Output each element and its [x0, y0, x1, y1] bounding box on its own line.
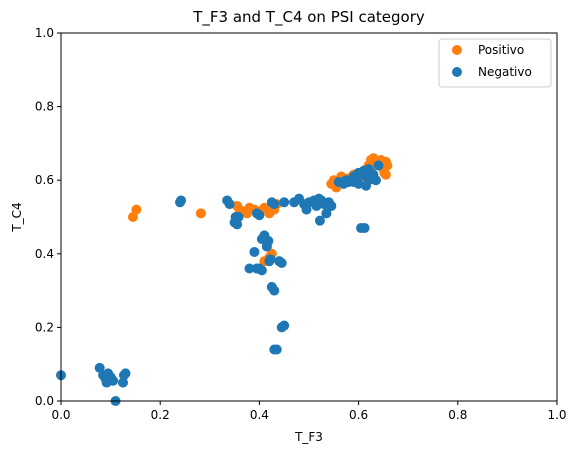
x-axis-label: T_F3 [294, 430, 323, 444]
point-negativo [370, 175, 381, 186]
point-negativo [118, 377, 128, 388]
point-negativo [224, 199, 235, 210]
point-negativo [314, 215, 325, 226]
x-axis-ticks: 0.0 0.2 0.4 0.6 0.8 1.0 [51, 401, 567, 422]
x-tick-label: 0.8 [448, 408, 467, 422]
point-positivo [131, 204, 142, 215]
point-positivo [368, 153, 379, 164]
x-tick-label: 0.2 [151, 408, 170, 422]
point-negativo [326, 200, 337, 211]
legend-marker-positivo [452, 45, 462, 55]
point-negativo [108, 375, 119, 386]
y-tick-label: 0.2 [35, 320, 54, 334]
point-positivo [195, 208, 206, 219]
point-negativo [361, 180, 372, 191]
y-axis-ticks: 0.0 0.2 0.4 0.6 0.8 1.0 [35, 26, 61, 408]
chart-title: T_F3 and T_C4 on PSI category [192, 8, 425, 27]
y-tick-label: 0.4 [35, 247, 54, 261]
legend: Positivo Negativo [438, 38, 552, 88]
x-tick-label: 0.6 [349, 408, 368, 422]
point-negativo [363, 164, 374, 175]
point-negativo [373, 160, 384, 171]
point-negativo [249, 246, 260, 257]
x-tick-label: 0.4 [250, 408, 269, 422]
point-negativo [279, 320, 290, 331]
legend-label-negativo: Negativo [478, 65, 532, 79]
point-negativo [254, 210, 265, 221]
point-negativo [256, 265, 267, 276]
point-positivo [244, 202, 255, 213]
point-negativo [321, 208, 332, 219]
x-tick-label: 0.0 [51, 408, 70, 422]
point-negativo [120, 368, 131, 379]
y-tick-label: 0.8 [35, 100, 54, 114]
y-tick-label: 0.6 [35, 173, 54, 187]
legend-box [438, 38, 552, 88]
point-negativo [233, 212, 244, 222]
point-negativo [244, 263, 255, 274]
point-negativo [265, 254, 276, 265]
point-negativo [269, 285, 280, 296]
point-negativo [271, 344, 282, 355]
legend-label-positivo: Positivo [478, 43, 524, 57]
y-tick-label: 1.0 [35, 26, 54, 40]
point-negativo [176, 195, 187, 206]
plot-area-frame [60, 32, 558, 402]
y-tick-label: 0.0 [35, 394, 54, 408]
point-positivo [382, 160, 393, 171]
point-positivo [380, 169, 391, 180]
point-negativo [276, 258, 287, 268]
legend-marker-negativo [452, 67, 462, 77]
y-axis-label: T_C4 [10, 202, 24, 232]
point-negativo [359, 223, 370, 234]
point-negativo [269, 199, 280, 210]
x-tick-label: 1.0 [547, 408, 566, 422]
point-negativo [279, 197, 290, 208]
point-negativo [263, 235, 274, 246]
data-points [56, 153, 393, 406]
